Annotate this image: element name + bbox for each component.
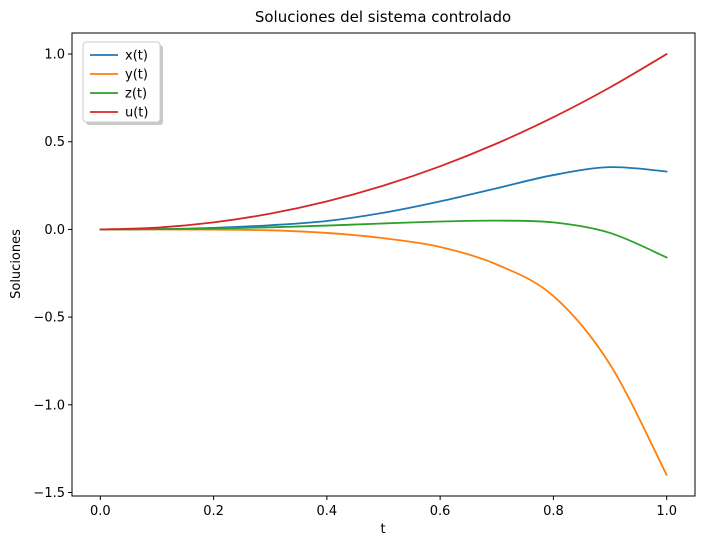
x-axis: 0.0 0.2 0.4 0.6 0.8 1.0 bbox=[90, 496, 677, 519]
y-tick-label: 0.5 bbox=[44, 135, 65, 150]
x-tick-label: 0.6 bbox=[430, 504, 451, 519]
chart-title: Soluciones del sistema controlado bbox=[255, 8, 511, 26]
x-axis-label: t bbox=[380, 522, 385, 537]
legend-label: z(t) bbox=[125, 87, 147, 102]
legend-box bbox=[82, 41, 161, 123]
x-tick-label: 1.0 bbox=[656, 504, 677, 519]
y-tick-label: −0.5 bbox=[33, 311, 65, 326]
y-tick-label: −1.5 bbox=[33, 486, 65, 501]
plot-area bbox=[71, 32, 696, 497]
legend-label: u(t) bbox=[125, 106, 148, 121]
series-line-zt bbox=[99, 219, 668, 259]
legend-label: y(t) bbox=[125, 68, 148, 83]
legend-label: x(t) bbox=[125, 49, 148, 64]
x-tick-label: 0.0 bbox=[90, 504, 111, 519]
x-tick-label: 0.4 bbox=[317, 504, 338, 519]
y-tick-label: −1.0 bbox=[33, 398, 65, 413]
series-line-ut bbox=[99, 53, 668, 231]
x-tick-label: 0.2 bbox=[203, 504, 224, 519]
y-tick-label: 1.0 bbox=[44, 48, 65, 63]
legend: x(t) y(t) z(t) u(t) bbox=[82, 41, 163, 125]
y-axis: −1.5 −1.0 −0.5 0.0 0.5 1.0 bbox=[33, 48, 72, 501]
series-line-yt bbox=[99, 228, 668, 476]
y-tick-label: 0.0 bbox=[44, 223, 65, 238]
series-lines bbox=[99, 53, 668, 476]
series-line-xt bbox=[99, 166, 668, 231]
x-tick-label: 0.8 bbox=[543, 504, 564, 519]
y-axis-label: Soluciones bbox=[9, 229, 24, 299]
